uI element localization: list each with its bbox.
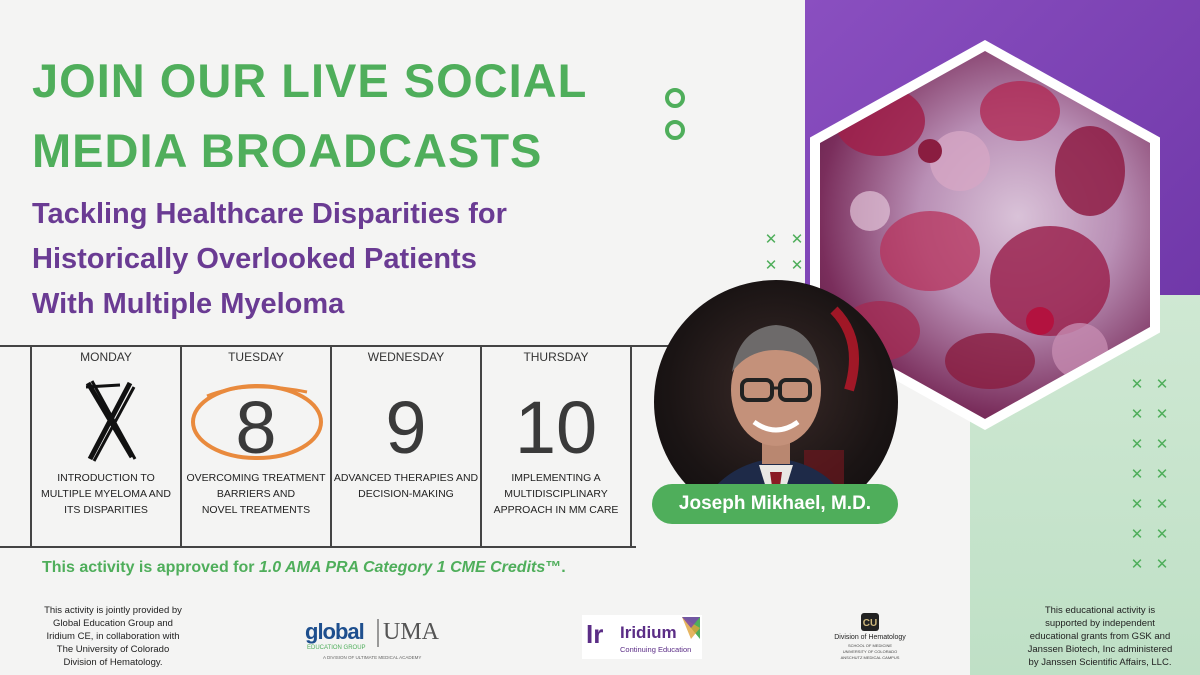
page-subtitle: Tackling Healthcare Disparities for Hist…: [32, 192, 672, 327]
logo-divider: [377, 619, 379, 647]
title-line-2: MEDIA BROADCASTS: [32, 124, 543, 177]
calendar-divider: [630, 345, 632, 548]
title-line-1: JOIN OUR LIVE SOCIAL: [32, 54, 588, 107]
day-number-wednesday: 9: [385, 386, 427, 469]
note-line: This educational activity is: [1044, 605, 1156, 616]
x-decoration-icon: ✕: [1130, 435, 1144, 453]
joint-provider-note: This activity is jointly provided by Glo…: [18, 604, 208, 669]
grant-support-note: This educational activity is supported b…: [1005, 604, 1195, 669]
day-number-thursday: 10: [514, 386, 598, 469]
desc-line: OVERCOMING TREATMENT: [186, 472, 326, 484]
desc-line: MULTIDISCIPLINARY: [504, 488, 608, 500]
desc-line: DECISION-MAKING: [358, 488, 454, 500]
credit-suffix: ™.: [545, 559, 566, 576]
desc-line: ITS DISPARITIES: [64, 504, 148, 516]
day-number-tuesday: 8: [235, 386, 277, 469]
logo-global-sub: EDUCATION GROUP: [307, 645, 366, 651]
logo-iridium-mark: Ir: [586, 619, 604, 649]
note-line: supported by independent: [1045, 618, 1155, 629]
cu-line-2: SCHOOL OF MEDICINE: [847, 643, 893, 648]
x-decoration-icon: ✕: [1155, 495, 1169, 513]
page-title: JOIN OUR LIVE SOCIAL MEDIA BROADCASTS: [32, 46, 672, 186]
cu-shield-icon: CU: [861, 613, 879, 631]
iridium-logo: Ir Iridium Continuing Education: [582, 615, 702, 659]
day-name-thursday: THURSDAY: [523, 350, 589, 364]
credit-emphasis: 1.0 AMA PRA Category 1 CME Credits: [258, 559, 546, 576]
x-decoration-icon: ✕: [1155, 525, 1169, 543]
calendar-divider: [180, 345, 182, 548]
calendar-top-line: [0, 345, 672, 347]
desc-line: ADVANCED THERAPIES AND: [333, 472, 479, 484]
day-name-wednesday: WEDNESDAY: [367, 350, 445, 364]
x-decoration-icon: ✕: [790, 230, 804, 248]
x-decoration-icon: ✕: [1155, 555, 1169, 573]
cu-line-3: UNIVERSITY OF COLORADO: [842, 649, 898, 654]
note-line: The University of Colorado: [56, 644, 170, 655]
x-decoration-icon: ✕: [1130, 405, 1144, 423]
calendar-divider: [480, 345, 482, 548]
desc-line: MULTIPLE MYELOMA AND: [41, 488, 171, 500]
desc-line: IMPLEMENTING A: [511, 472, 601, 484]
logo-uma-text: UMA: [383, 619, 440, 645]
note-line: Iridium CE, in collaboration with: [46, 631, 180, 642]
note-line: This activity is jointly provided by: [44, 605, 182, 616]
x-decoration-icon: ✕: [1130, 495, 1144, 513]
subtitle-line-3: With Multiple Myeloma: [32, 288, 345, 320]
calendar-divider: [330, 345, 332, 548]
calendar-divider: [30, 345, 32, 548]
logo-iridium-text: Iridium: [620, 623, 677, 642]
day-desc-wednesday: ADVANCED THERAPIES AND DECISION-MAKING: [332, 470, 480, 502]
day-desc-monday: INTRODUCTION TO MULTIPLE MYELOMA AND ITS…: [32, 470, 180, 518]
crossed-out-day-icon: [80, 375, 140, 465]
day-desc-tuesday: OVERCOMING TREATMENT BARRIERS AND NOVEL …: [182, 470, 330, 518]
speaker-photo: [654, 280, 898, 524]
day-name-monday: MONDAY: [80, 350, 132, 364]
x-decoration-icon: ✕: [1155, 375, 1169, 393]
ring-decoration-icon: [665, 88, 685, 108]
cme-credit-text: This activity is approved for 1.0 AMA PR…: [42, 559, 566, 577]
x-decoration-icon: ✕: [764, 230, 778, 248]
subtitle-line-2: Historically Overlooked Patients: [32, 243, 477, 275]
x-decoration-icon: ✕: [1130, 555, 1144, 573]
x-decoration-icon: ✕: [1130, 465, 1144, 483]
calendar-bottom-line: [0, 546, 636, 548]
logo-iridium-sub: Continuing Education: [620, 645, 692, 654]
cu-line-1: Division of Hematology: [834, 634, 906, 641]
logo-global-tagline: A DIVISION OF ULTIMATE MEDICAL ACADEMY: [323, 655, 422, 660]
desc-line: BARRIERS AND: [216, 488, 296, 500]
day-desc-thursday: IMPLEMENTING A MULTIDISCIPLINARY APPROAC…: [482, 470, 630, 518]
desc-line: APPROACH IN MM CARE: [493, 504, 619, 516]
x-decoration-icon: ✕: [790, 256, 804, 274]
logo-global-text: global: [305, 619, 365, 644]
x-decoration-icon: ✕: [1155, 435, 1169, 453]
ring-decoration-icon: [665, 120, 685, 140]
x-decoration-icon: ✕: [1130, 375, 1144, 393]
desc-line: INTRODUCTION TO: [57, 472, 155, 484]
credit-prefix: This activity is approved for: [42, 559, 259, 576]
day-name-tuesday: TUESDAY: [228, 350, 284, 364]
speaker-name-badge: Joseph Mikhael, M.D.: [652, 484, 898, 524]
x-decoration-icon: ✕: [764, 256, 778, 274]
iridium-prism-icon: [682, 617, 700, 639]
x-decoration-icon: ✕: [1155, 465, 1169, 483]
cu-line-4: ANSCHUTZ MEDICAL CAMPUS: [840, 655, 900, 660]
note-line: Global Education Group and: [53, 618, 173, 629]
note-line: Janssen Biotech, Inc administered: [1027, 644, 1173, 655]
university-of-colorado-logo: CU Division of Hematology SCHOOL OF MEDI…: [830, 612, 910, 664]
x-decoration-icon: ✕: [1130, 525, 1144, 543]
svg-text:CU: CU: [863, 618, 877, 629]
note-line: Division of Hematology.: [63, 657, 163, 668]
note-line: educational grants from GSK and: [1029, 631, 1171, 642]
circled-day-icon: [187, 378, 327, 462]
global-education-group-logo: global EDUCATION GROUP UMA A DIVISION OF…: [305, 617, 455, 663]
desc-line: NOVEL TREATMENTS: [201, 504, 311, 516]
x-decoration-icon: ✕: [1155, 405, 1169, 423]
subtitle-line-1: Tackling Healthcare Disparities for: [32, 198, 507, 230]
note-line: by Janssen Scientific Affairs, LLC.: [1028, 657, 1172, 668]
